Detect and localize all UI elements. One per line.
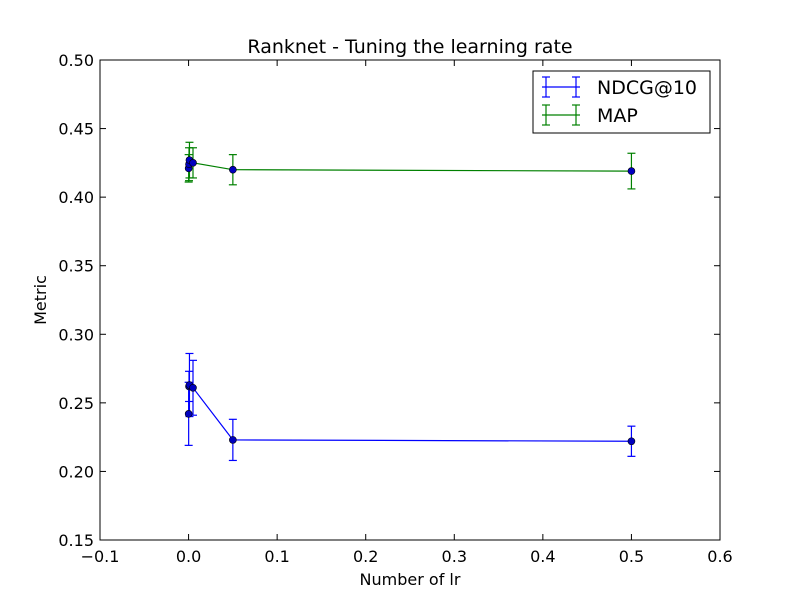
data-point-ndcg-10 xyxy=(184,410,193,418)
y-tick-label: 0.20 xyxy=(58,462,94,481)
x-tick-label: 0.4 xyxy=(530,547,555,566)
y-tick-label: 0.40 xyxy=(58,188,94,207)
data-point-ndcg-10 xyxy=(229,436,237,444)
legend-entry-map: MAP xyxy=(542,104,638,127)
data-point-map xyxy=(189,159,197,167)
legend-box xyxy=(532,70,711,134)
x-tick-label: 0.1 xyxy=(264,547,289,566)
x-tick-label: 0.3 xyxy=(442,547,467,566)
y-tick-label: 0.30 xyxy=(58,325,94,344)
series-layer xyxy=(184,141,636,462)
x-tick-label: −0.1 xyxy=(81,547,120,566)
ticks-layer: −0.1 0.0 0.1 0.2 0.3 0.4 0.5 0.6 0.15 0.20 0.25 0.3… xyxy=(58,51,732,566)
legend: NDCG@10 MAP xyxy=(532,70,711,134)
data-point-map xyxy=(627,167,636,175)
legend-items: NDCG@10 MAP xyxy=(542,76,697,127)
y-tick-label: 0.45 xyxy=(58,120,94,139)
x-tick-label: 0.2 xyxy=(353,547,378,566)
x-tick-label: 0.6 xyxy=(707,547,732,566)
plot-area xyxy=(100,60,720,540)
data-point-ndcg-10 xyxy=(627,437,636,446)
x-axis-label: Number of lr xyxy=(360,570,461,589)
legend-entry-ndcg-10: NDCG@10 xyxy=(542,76,697,99)
legend-label: NDCG@10 xyxy=(597,77,697,99)
x-tick-label: 0.0 xyxy=(176,547,201,566)
series-map xyxy=(184,141,636,190)
series-ndcg-10 xyxy=(184,352,636,462)
x-tick-label: 0.5 xyxy=(619,547,644,566)
data-point-ndcg-10 xyxy=(189,383,197,392)
data-point-map xyxy=(229,165,237,174)
legend-label: MAP xyxy=(597,105,638,127)
y-tick-label: 0.50 xyxy=(58,51,94,70)
chart-title: Ranknet - Tuning the learning rate xyxy=(247,36,572,58)
y-tick-label: 0.25 xyxy=(58,394,94,413)
plot-frame xyxy=(99,59,721,541)
y-axis-label: Metric xyxy=(31,275,50,325)
y-tick-label: 0.15 xyxy=(58,531,94,550)
y-tick-label: 0.35 xyxy=(58,257,94,276)
